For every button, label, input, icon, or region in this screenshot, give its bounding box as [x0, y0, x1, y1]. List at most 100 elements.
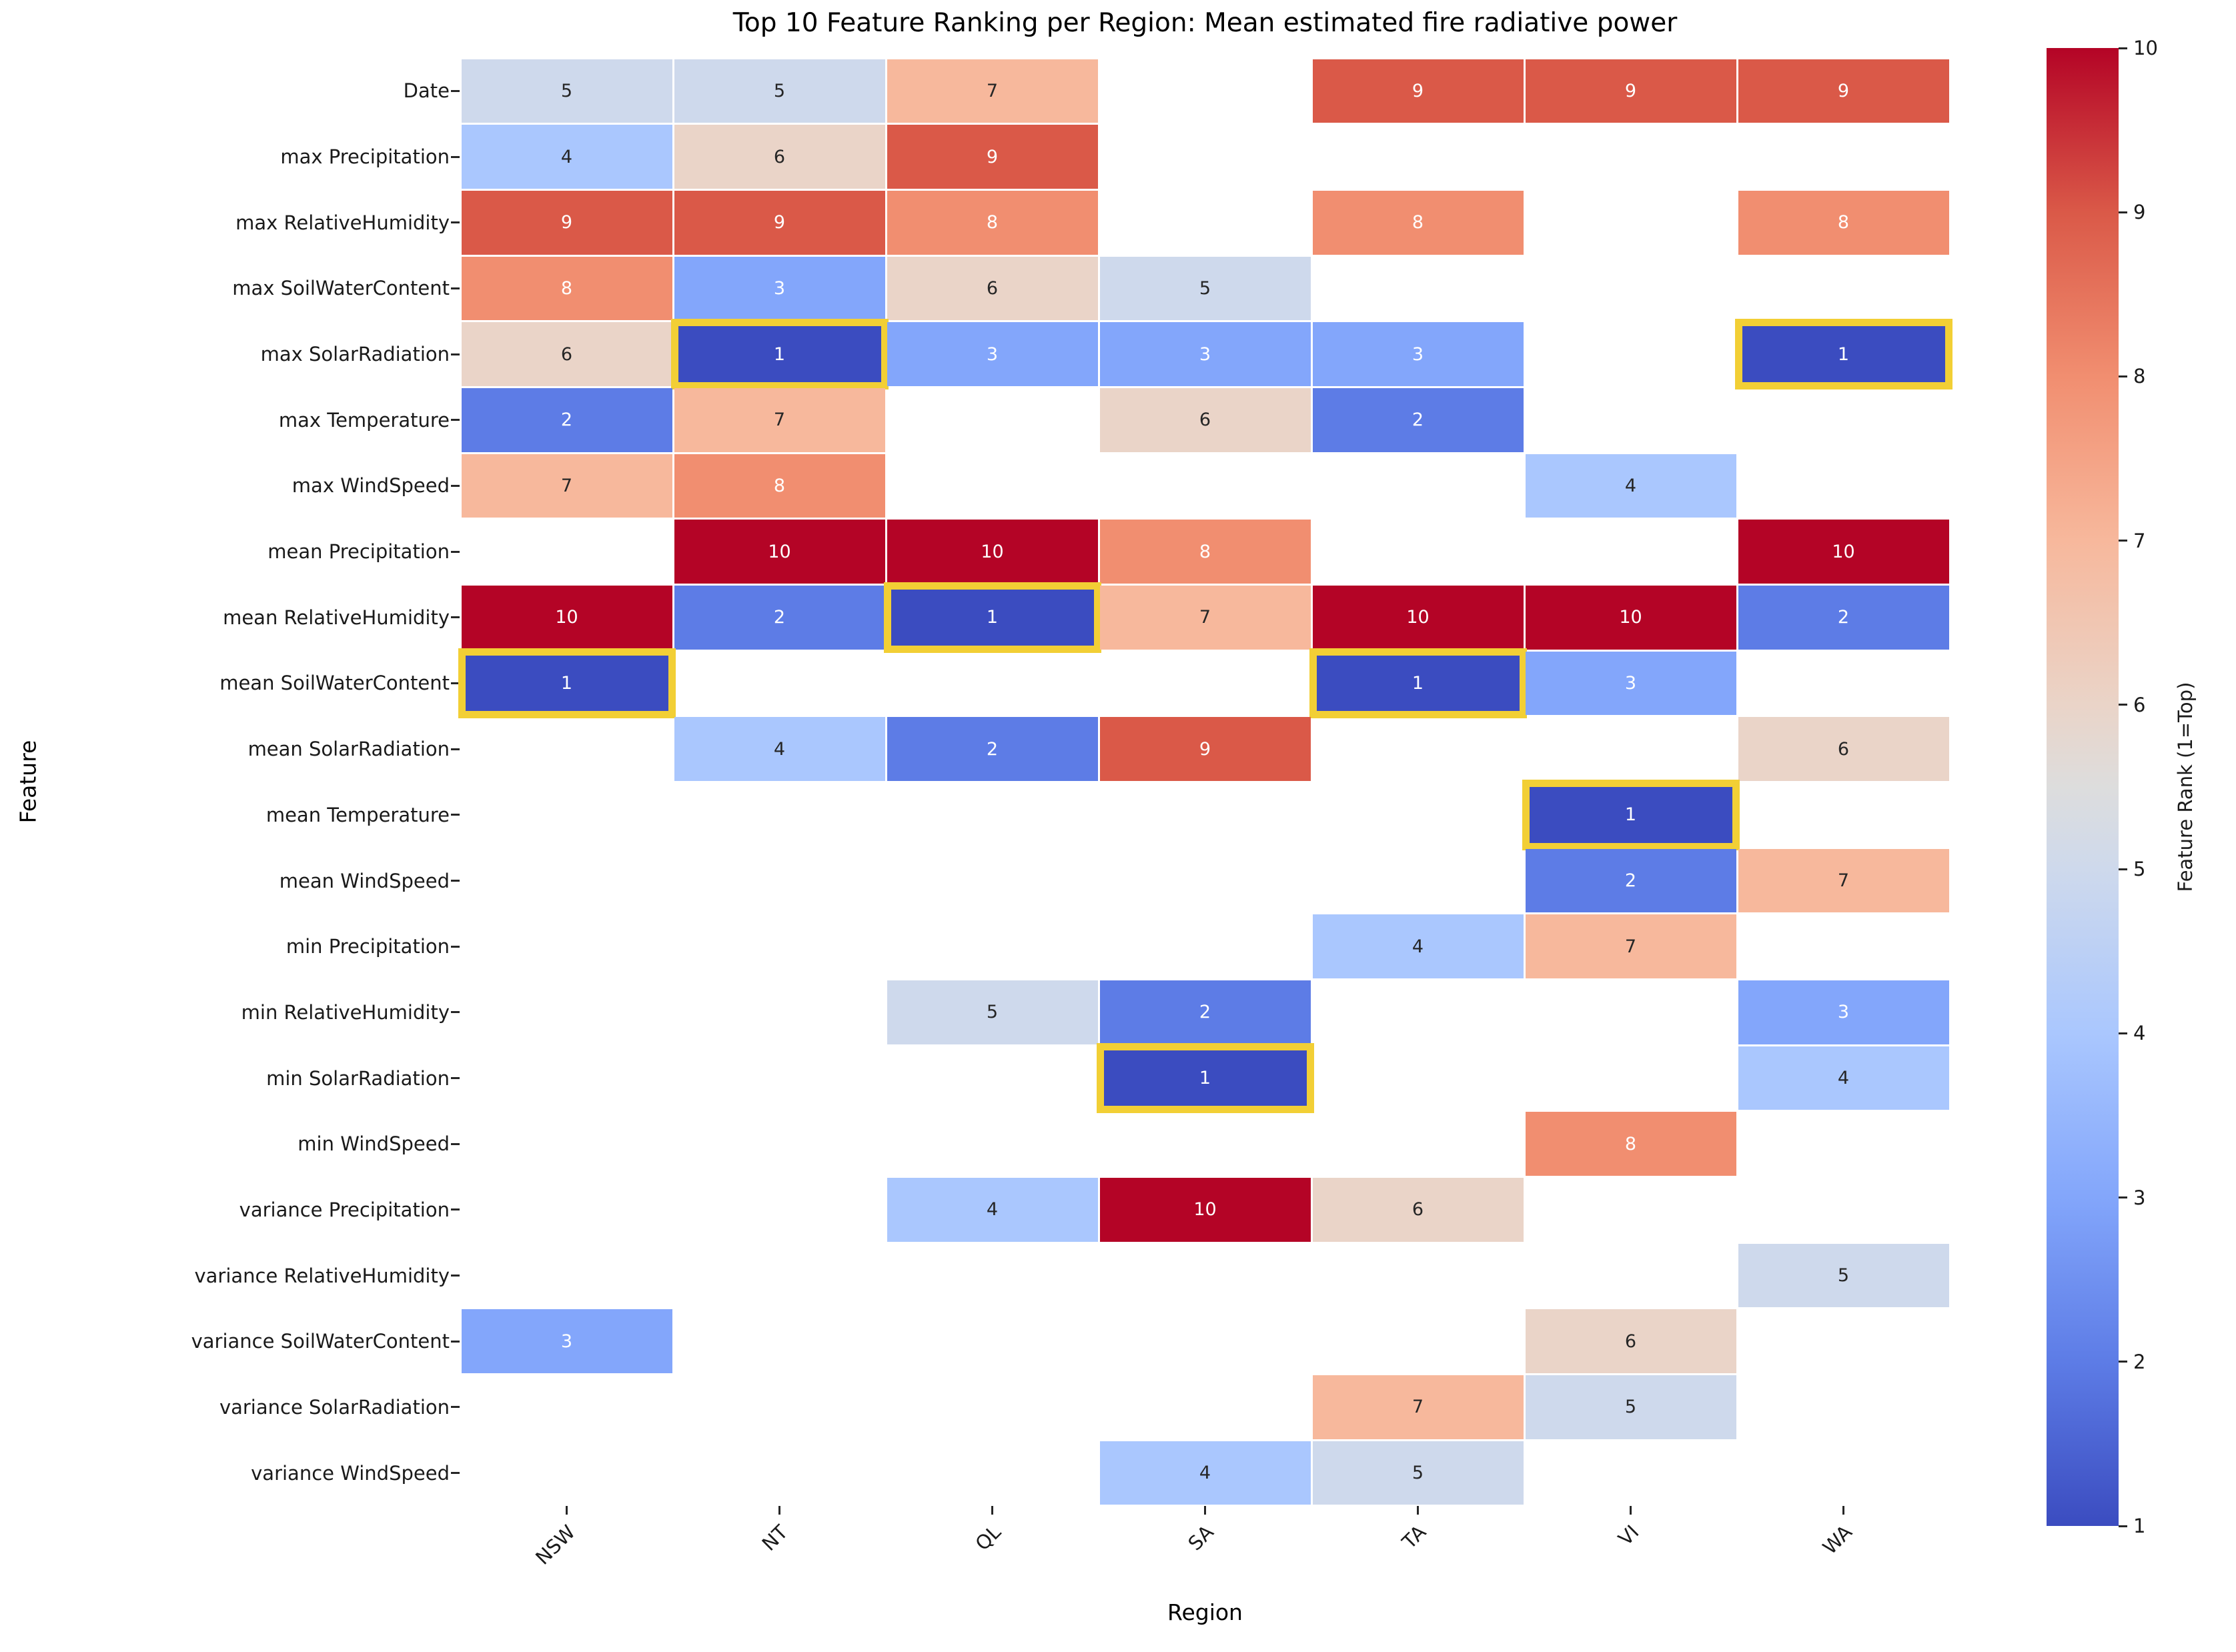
heatmap-cell: 5 — [674, 59, 885, 123]
heatmap-cell: 6 — [461, 322, 672, 386]
colorbar-tick-label: 2 — [2133, 1350, 2146, 1373]
ytick-label: min Precipitation — [286, 935, 450, 958]
ytick-label: max WindSpeed — [292, 474, 450, 498]
heatmap-cell: 7 — [1738, 848, 1949, 913]
xtick-mark — [1842, 1506, 1844, 1515]
ytick-mark — [451, 419, 460, 422]
ytick-label: mean Temperature — [265, 803, 450, 826]
ytick-mark — [451, 287, 460, 289]
heatmap-cell-top-ranked: 1 — [1738, 322, 1949, 386]
xtick-mark — [778, 1506, 780, 1515]
ytick-mark — [451, 682, 460, 684]
heatmap-cell: 8 — [461, 256, 672, 321]
heatmap-cell: 9 — [674, 190, 885, 255]
heatmap-cell: 4 — [1738, 1046, 1949, 1110]
heatmap-cell: 6 — [674, 125, 885, 189]
heatmap-cell: 2 — [1525, 848, 1736, 913]
heatmap-cell: 7 — [887, 59, 1098, 123]
heatmap-cell: 9 — [1312, 59, 1524, 123]
ytick-label: variance Precipitation — [239, 1198, 450, 1221]
heatmap-cell: 3 — [1525, 651, 1736, 716]
heatmap-cell: 9 — [1525, 59, 1736, 123]
heatmap-cell: 7 — [1312, 1375, 1524, 1439]
colorbar-tick-label: 5 — [2133, 858, 2146, 881]
heatmap-cell: 4 — [1525, 454, 1736, 518]
heatmap-cell-top-ranked: 1 — [1525, 783, 1736, 847]
ytick-mark — [451, 550, 460, 553]
heatmap-cell: 3 — [1312, 322, 1524, 386]
heatmap-cell: 10 — [1099, 1178, 1311, 1242]
heatmap-cell: 3 — [1738, 980, 1949, 1044]
ytick-label: variance RelativeHumidity — [194, 1264, 450, 1287]
ytick-mark — [451, 814, 460, 816]
heatmap-cell: 10 — [1312, 585, 1524, 650]
heatmap-cell: 8 — [1312, 190, 1524, 255]
ytick-mark — [451, 1340, 460, 1343]
heatmap-cell-top-ranked: 1 — [674, 322, 885, 386]
heatmap-cell: 2 — [1099, 980, 1311, 1044]
ytick-mark — [451, 221, 460, 224]
ytick-mark — [451, 1077, 460, 1080]
heatmap-cell: 2 — [674, 585, 885, 650]
heatmap-cell: 4 — [887, 1178, 1098, 1242]
heatmap-cell: 5 — [1738, 1243, 1949, 1308]
colorbar-tick-mark — [2119, 1032, 2127, 1034]
xtick-mark — [1204, 1506, 1206, 1515]
heatmap-cell: 8 — [674, 454, 885, 518]
heatmap-cell: 8 — [1525, 1112, 1736, 1176]
heatmap-cell: 10 — [674, 520, 885, 584]
ytick-label: variance SoilWaterContent — [191, 1330, 450, 1353]
colorbar-tick-mark — [2119, 375, 2127, 377]
heatmap-cell-top-ranked: 1 — [1312, 651, 1524, 716]
heatmap-cell: 4 — [461, 125, 672, 189]
ytick-mark — [451, 1142, 460, 1145]
colorbar-tick-label: 4 — [2133, 1022, 2146, 1045]
heatmap-cell: 2 — [1312, 387, 1524, 452]
heatmap-cell: 4 — [1099, 1441, 1311, 1505]
ytick-mark — [451, 1275, 460, 1277]
chart-title: Top 10 Feature Ranking per Region: Mean … — [732, 8, 1678, 38]
heatmap-cell: 9 — [461, 190, 672, 255]
heatmap-cell-top-ranked: 1 — [887, 585, 1098, 650]
y-axis-title-text: Feature — [15, 740, 41, 824]
ytick-mark — [451, 1406, 460, 1409]
heatmap-cell: 3 — [674, 256, 885, 321]
x-axis-title: Region — [1167, 1599, 1243, 1625]
heatmap-cell: 2 — [887, 717, 1098, 781]
heatmap-cell: 5 — [1099, 256, 1311, 321]
heatmap-cell: 8 — [1099, 520, 1311, 584]
heatmap-cell: 6 — [1312, 1178, 1524, 1242]
ytick-mark — [451, 616, 460, 619]
ytick-mark — [451, 155, 460, 158]
heatmap-cell: 7 — [1525, 914, 1736, 979]
ytick-label: max SoilWaterContent — [232, 277, 450, 300]
heatmap-cell: 5 — [1525, 1375, 1736, 1439]
ytick-label: min WindSpeed — [298, 1132, 450, 1156]
heatmap-cell: 5 — [887, 980, 1098, 1044]
colorbar-tick-mark — [2119, 211, 2127, 213]
ytick-mark — [451, 1011, 460, 1014]
heatmap-cell: 9 — [887, 125, 1098, 189]
colorbar-tick-label: 6 — [2133, 693, 2146, 716]
ytick-label: min RelativeHumidity — [241, 1000, 450, 1024]
ytick-mark — [451, 880, 460, 882]
heatmap-cell: 7 — [1099, 585, 1311, 650]
ytick-label: variance WindSpeed — [251, 1461, 450, 1485]
heatmap-cell-top-ranked: 1 — [461, 651, 672, 716]
xtick-label-text: QL — [970, 1521, 1005, 1555]
heatmap-cell: 10 — [1525, 585, 1736, 650]
heatmap-cell: 7 — [674, 387, 885, 452]
xtick-label-text: TA — [1398, 1521, 1431, 1554]
colorbar-tick-label: 8 — [2133, 365, 2146, 388]
heatmap-cell: 9 — [1738, 59, 1949, 123]
heatmap-cell: 4 — [674, 717, 885, 781]
colorbar-tick-mark — [2119, 868, 2127, 870]
heatmap-cell: 3 — [461, 1309, 672, 1374]
heatmap-cell-top-ranked: 1 — [1099, 1046, 1311, 1110]
heatmap-cell: 2 — [461, 387, 672, 452]
ytick-label: max Temperature — [278, 408, 450, 432]
heatmap-cell: 9 — [1099, 717, 1311, 781]
xtick-label-text: NSW — [530, 1521, 580, 1569]
heatmap-cell: 8 — [887, 190, 1098, 255]
